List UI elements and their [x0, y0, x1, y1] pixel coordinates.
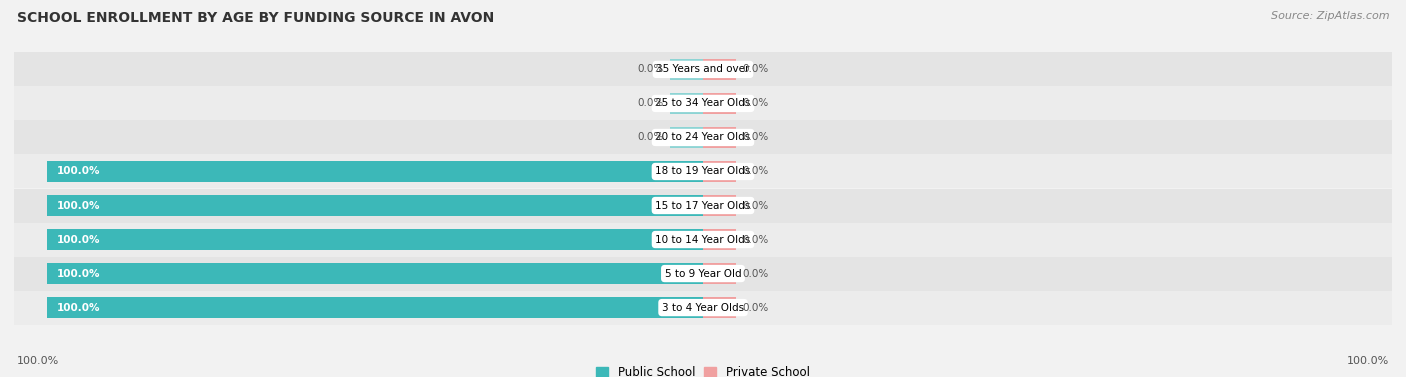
Text: 0.0%: 0.0%	[742, 64, 769, 74]
Bar	[46, 229, 703, 250]
Bar	[14, 52, 1392, 86]
Text: 10 to 14 Year Olds: 10 to 14 Year Olds	[655, 234, 751, 245]
Text: 0.0%: 0.0%	[742, 98, 769, 109]
Text: 0.0%: 0.0%	[742, 268, 769, 279]
Text: 100.0%: 100.0%	[17, 356, 59, 366]
Bar	[46, 195, 703, 216]
Bar	[671, 93, 703, 114]
Text: 0.0%: 0.0%	[742, 234, 769, 245]
Text: 100.0%: 100.0%	[56, 201, 100, 210]
Bar	[14, 222, 1392, 256]
Text: SCHOOL ENROLLMENT BY AGE BY FUNDING SOURCE IN AVON: SCHOOL ENROLLMENT BY AGE BY FUNDING SOUR…	[17, 11, 494, 25]
Bar	[46, 297, 703, 318]
Text: 15 to 17 Year Olds: 15 to 17 Year Olds	[655, 201, 751, 210]
Text: 100.0%: 100.0%	[1347, 356, 1389, 366]
Bar	[703, 263, 735, 284]
Text: 0.0%: 0.0%	[742, 132, 769, 143]
Text: 100.0%: 100.0%	[56, 303, 100, 313]
Bar	[703, 195, 735, 216]
Text: 35 Years and over: 35 Years and over	[657, 64, 749, 74]
Text: 5 to 9 Year Old: 5 to 9 Year Old	[665, 268, 741, 279]
Bar	[14, 188, 1392, 222]
Bar	[703, 59, 735, 80]
Text: 3 to 4 Year Olds: 3 to 4 Year Olds	[662, 303, 744, 313]
Bar	[703, 161, 735, 182]
Bar	[14, 155, 1392, 188]
Text: 20 to 24 Year Olds: 20 to 24 Year Olds	[655, 132, 751, 143]
Bar	[46, 263, 703, 284]
Text: 0.0%: 0.0%	[637, 132, 664, 143]
Legend: Public School, Private School: Public School, Private School	[592, 361, 814, 377]
Text: 18 to 19 Year Olds: 18 to 19 Year Olds	[655, 167, 751, 176]
Bar	[14, 256, 1392, 291]
Bar	[671, 127, 703, 148]
Bar	[14, 291, 1392, 325]
Text: 100.0%: 100.0%	[56, 234, 100, 245]
Bar	[14, 86, 1392, 121]
Text: 0.0%: 0.0%	[637, 64, 664, 74]
Text: 0.0%: 0.0%	[742, 303, 769, 313]
Text: 25 to 34 Year Olds: 25 to 34 Year Olds	[655, 98, 751, 109]
Bar	[14, 121, 1392, 155]
Bar	[46, 161, 703, 182]
Bar	[703, 229, 735, 250]
Text: 0.0%: 0.0%	[742, 167, 769, 176]
Text: 0.0%: 0.0%	[637, 98, 664, 109]
Text: Source: ZipAtlas.com: Source: ZipAtlas.com	[1271, 11, 1389, 21]
Text: 100.0%: 100.0%	[56, 167, 100, 176]
Bar	[703, 93, 735, 114]
Text: 100.0%: 100.0%	[56, 268, 100, 279]
Bar	[671, 59, 703, 80]
Text: 0.0%: 0.0%	[742, 201, 769, 210]
Bar	[703, 127, 735, 148]
Bar	[703, 297, 735, 318]
